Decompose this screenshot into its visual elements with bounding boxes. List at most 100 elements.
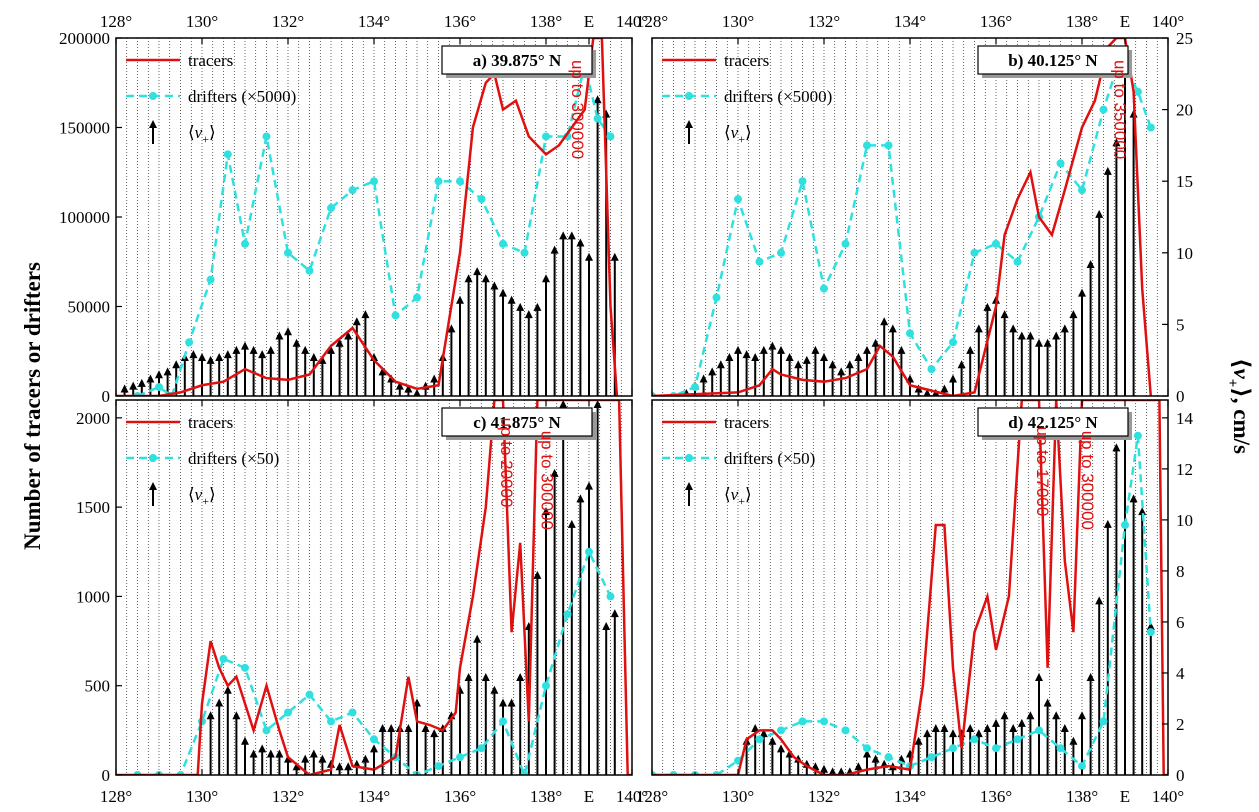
velocity-arrow (567, 519, 576, 775)
velocity-arrow (223, 685, 232, 775)
velocity-arrow (550, 468, 559, 775)
velocity-arrow (576, 494, 585, 775)
velocity-arrow (863, 749, 871, 775)
drifter-point (884, 141, 893, 150)
velocity-arrow (914, 736, 923, 775)
drifter-point (1056, 159, 1065, 168)
drifter-point (327, 717, 335, 726)
velocity-arrow (593, 95, 602, 396)
velocity-arrow (1035, 338, 1043, 396)
x-tick-label: 128° (636, 787, 668, 806)
velocity-arrow (524, 310, 533, 396)
drifter-point (155, 383, 163, 392)
velocity-arrow (1121, 417, 1129, 775)
tracers-line (116, 38, 619, 396)
axes-text: 0 50000 100000 150000 200000 128° 130° 132° 134°… (59, 12, 1194, 806)
drifter-point (1133, 87, 1142, 96)
velocity-arrow (473, 634, 482, 775)
drifter-point (1013, 257, 1022, 266)
velocity-arrow (974, 729, 983, 775)
drifter-point (305, 266, 314, 275)
drifter-point (863, 141, 871, 150)
legend-label-tracers: tracers (724, 51, 769, 70)
y-tick-label-left: 50000 (68, 298, 111, 317)
legend-label-drifters: drifters (×50) (188, 449, 279, 468)
x-tick-label: 132° (272, 787, 304, 806)
drifter-point (1099, 717, 1108, 726)
y-tick-label-right: 25 (1176, 29, 1193, 48)
drifter-point (1056, 744, 1065, 753)
tracers-line (116, 400, 632, 775)
x-tick-label: 130° (722, 12, 754, 31)
velocity-arrow (1000, 310, 1009, 396)
velocity-arrow (292, 762, 301, 775)
velocity-arrow (275, 749, 284, 775)
annotation: up to 20000 (497, 418, 516, 508)
panels: a) 39.875° N tracers drifters (×5000) ⟨v+⟩ u… (115, 37, 1169, 776)
y-axis-label-right: ⟨v+⟩, cm/s (1224, 358, 1254, 454)
drifter-point (499, 239, 507, 248)
drifter-point (712, 293, 721, 302)
velocity-arrow (897, 345, 906, 396)
drifter-point (413, 293, 421, 302)
velocity-arrow (284, 327, 292, 396)
velocity-arrow (940, 723, 949, 775)
drifter-point (477, 744, 486, 753)
drifter-point (992, 744, 1000, 753)
panel-0: a) 39.875° N tracers drifters (×5000) ⟨v+⟩ u… (115, 37, 633, 397)
drifter-point (970, 735, 979, 744)
velocity-arrow (344, 331, 353, 396)
x-tick-label: 134° (894, 12, 926, 31)
x-tick-label: 138° (530, 12, 562, 31)
x-tick-label: 136° (980, 787, 1012, 806)
velocity-arrow (957, 729, 966, 775)
drifter-point (585, 547, 593, 556)
drifter-point (798, 717, 807, 726)
x-tick-label: 134° (894, 787, 926, 806)
y-tick-label-right: 5 (1176, 315, 1185, 334)
y-tick-label-left: 0 (102, 766, 111, 785)
velocity-arrow (499, 288, 507, 396)
x-tick-label: 140° (1152, 787, 1184, 806)
velocity-arrow (567, 231, 576, 396)
velocity-arrow (1095, 596, 1104, 775)
drifter-point (755, 257, 764, 266)
velocity-arrow (1060, 324, 1069, 396)
y-tick-label-right: 12 (1176, 460, 1193, 479)
velocity-arrow (309, 353, 318, 396)
velocity-arrow (777, 345, 785, 396)
velocity-arrow (949, 374, 957, 396)
panel-title: a) 39.875° N (473, 51, 562, 70)
drifter-point (755, 735, 764, 744)
velocity-arrow (430, 729, 439, 775)
velocity-arrow (542, 507, 550, 775)
drifter-point (223, 150, 232, 159)
y-tick-label-right: 10 (1176, 244, 1193, 263)
velocity-arrow (481, 672, 490, 775)
panel-2: c) 41.875° N tracers drifters (×50) ⟨v+⟩ up … (115, 399, 633, 776)
y-tick-label-left: 100000 (59, 208, 110, 227)
velocity-arrow (516, 302, 525, 396)
drifter-point (520, 771, 529, 775)
velocity-arrow (198, 353, 206, 396)
panel-3: d) 42.125° N tracers drifters (×50) ⟨v+⟩ up … (651, 399, 1169, 776)
velocity-arrow (759, 345, 768, 396)
velocity-arrow (593, 400, 602, 775)
drifter-point (691, 383, 699, 392)
drifter-point (777, 726, 785, 735)
y-tick-label-left: 200000 (59, 29, 110, 48)
drifter-point (906, 329, 914, 338)
velocity-arrow (845, 360, 854, 396)
legend-label-tracers: tracers (724, 413, 769, 432)
velocity-arrow (464, 672, 473, 775)
y-tick-label-left: 150000 (59, 119, 110, 138)
velocity-arrow (129, 381, 138, 396)
legend-swatch-drifters-dot (149, 92, 157, 100)
drifter-point (219, 654, 228, 663)
legend-label-drifters: drifters (×5000) (724, 87, 832, 106)
velocity-arrow (888, 324, 897, 396)
drifter-point (262, 726, 271, 735)
velocity-arrow (811, 345, 820, 396)
drifter-point (241, 663, 249, 672)
plot-area (652, 38, 1155, 396)
